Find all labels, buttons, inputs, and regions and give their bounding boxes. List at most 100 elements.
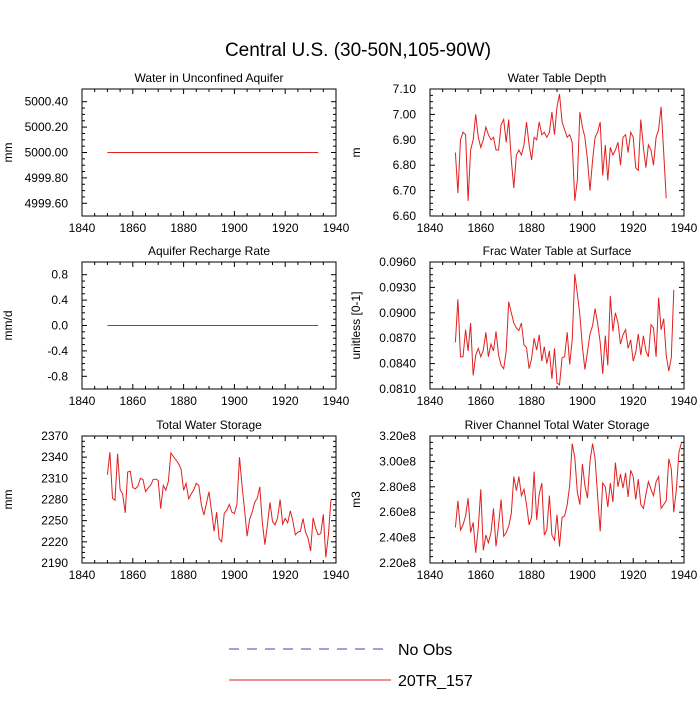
y-tick-label: 6.80 [393,158,417,172]
x-tick-label: 1900 [569,568,596,582]
y-tick-label: 0.0870 [379,331,416,345]
chart-title: Aquifer Recharge Rate [148,244,270,258]
y-tick-label: 0.0900 [379,306,416,320]
x-tick-label: 1920 [620,568,647,582]
chart-title: Water in Unconfined Aquifer [135,71,284,85]
y-tick-label: 2340 [41,450,68,464]
x-tick-label: 1860 [119,568,146,582]
series-line-20tr_157 [454,273,675,386]
x-tick-label: 1940 [323,221,350,235]
y-tick-label: -0.8 [47,369,68,383]
x-tick-label: 1940 [671,568,698,582]
legend-20tr157-label: 20TR_157 [398,673,473,690]
y-tick-label: 5000.00 [25,146,69,160]
legend-no-obs-label: No Obs [398,642,452,659]
x-tick-label: 1840 [69,394,96,408]
series-line-20tr_157 [454,94,667,201]
x-tick-label: 1840 [69,568,96,582]
chart-title: Frac Water Table at Surface [483,244,632,258]
y-tick-label: 3.20e8 [379,429,416,443]
y-tick-label: 6.70 [393,184,417,198]
y-tick-label: 5000.20 [25,120,69,134]
x-tick-label: 1880 [518,394,545,408]
y-tick-label: 2250 [41,514,68,528]
y-tick-label: 2370 [41,429,68,443]
plot-frame [429,261,685,390]
x-tick-label: 1860 [119,221,146,235]
y-tick-label: 5000.40 [25,95,69,109]
chart-title: Water Table Depth [508,71,607,85]
x-tick-label: 1860 [467,221,494,235]
y-tick-label: 6.60 [393,209,417,223]
x-tick-label: 1880 [170,221,197,235]
figure-title: Central U.S. (30-50N,105-90W) [225,40,491,61]
x-tick-label: 1900 [221,568,248,582]
y-tick-label: 2.80e8 [379,480,416,494]
x-tick-label: 1940 [671,221,698,235]
chart-panel-5: Total Water Storage 1840 1860 1880 1900 1920 1… [1,418,350,582]
y-tick-label: 2220 [41,535,68,549]
x-tick-label: 1880 [518,221,545,235]
x-tick-label: 1840 [417,394,444,408]
x-tick-label: 1880 [170,394,197,408]
y-axis-label: m3 [349,491,363,508]
x-tick-label: 1920 [620,394,647,408]
y-tick-label: 0.8 [51,268,68,282]
x-tick-label: 1940 [323,394,350,408]
x-tick-label: 1880 [170,568,197,582]
x-tick-label: 1840 [417,568,444,582]
y-axis-label: mm [1,490,15,510]
y-tick-label: 2.40e8 [379,531,416,545]
y-axis-label: mm/d [1,311,15,341]
x-tick-label: 1840 [417,221,444,235]
x-tick-label: 1900 [221,221,248,235]
x-tick-label: 1860 [119,394,146,408]
y-tick-label: 2.20e8 [379,556,416,570]
y-tick-label: 0.4 [51,293,68,307]
y-axis-label: mm [1,143,15,163]
chart-title: Total Water Storage [156,418,262,432]
x-tick-label: 1920 [272,394,299,408]
y-tick-label: 4999.60 [25,196,69,210]
y-tick-label: 2190 [41,556,68,570]
chart-title: River Channel Total Water Storage [465,418,650,432]
x-tick-label: 1860 [467,568,494,582]
y-tick-label: 6.90 [393,133,417,147]
x-tick-label: 1920 [620,221,647,235]
y-tick-label: 0.0960 [379,255,416,269]
series-line-20tr_157 [454,442,682,553]
plot-frame [81,435,337,564]
x-tick-label: 1840 [69,221,96,235]
x-tick-label: 1920 [272,221,299,235]
y-tick-label: 0.0840 [379,357,416,371]
legend: No Obs 20TR_157 [229,642,473,690]
y-tick-label: 3.00e8 [379,454,416,468]
y-tick-label: 0.0 [51,319,68,333]
chart-panel-3: Aquifer Recharge Rate 1840 1860 1880 1900 192… [1,244,350,408]
x-tick-label: 1900 [569,221,596,235]
y-tick-label: 7.00 [393,107,417,121]
x-tick-label: 1860 [467,394,494,408]
chart-panel-4: Frac Water Table at Surface 1840 1860 1880 1… [349,244,698,408]
x-tick-label: 1900 [569,394,596,408]
y-tick-label: 4999.80 [25,171,69,185]
y-tick-label: 2.60e8 [379,505,416,519]
x-tick-label: 1880 [518,568,545,582]
panels: Water in Unconfined Aquifer 1840 1860 1880 1… [1,71,698,582]
x-tick-label: 1940 [323,568,350,582]
chart-panel-6: River Channel Total Water Storage 1840 186… [349,418,698,582]
y-tick-label: 2280 [41,493,68,507]
y-axis-label: m [349,148,363,158]
x-tick-label: 1900 [221,394,248,408]
y-tick-label: 0.0810 [379,382,416,396]
chart-panel-1: Water in Unconfined Aquifer 1840 1860 1880 1… [1,71,350,235]
series-line-20tr_157 [106,451,332,558]
x-tick-label: 1940 [671,394,698,408]
y-tick-label: 7.10 [393,82,417,96]
y-tick-label: 2310 [41,471,68,485]
y-tick-label: 0.0930 [379,280,416,294]
chart-panel-2: Water Table Depth 1840 1860 1880 1900 1920 194… [349,71,698,235]
y-tick-label: -0.4 [47,344,68,358]
y-axis-label: unitless [0-1] [349,291,363,359]
